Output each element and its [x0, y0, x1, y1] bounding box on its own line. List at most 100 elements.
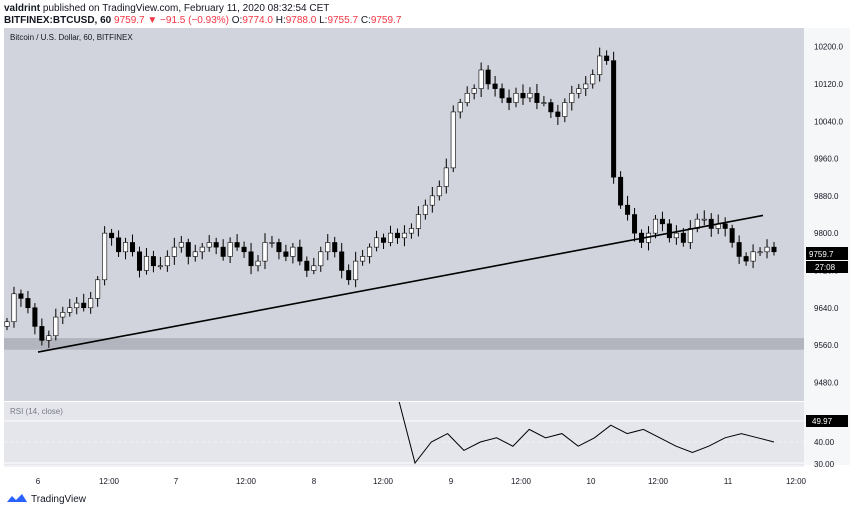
candle-body — [520, 92, 526, 99]
time-axis[interactable]: 6 12:00 7 12:00 8 12:00 9 12:00 10 12:00 11 12:00 — [36, 477, 807, 486]
candle-body — [450, 111, 456, 169]
candle-body — [311, 265, 317, 271]
candle-body — [478, 69, 484, 89]
price-axis-tick: 10040.0 — [814, 117, 843, 126]
candle-body — [325, 242, 331, 253]
candle-body — [67, 307, 73, 313]
candle-body — [206, 242, 212, 248]
candle-body — [192, 251, 198, 257]
price-axis-tick: 10120.0 — [814, 80, 843, 89]
tradingview-brand[interactable]: TradingView — [6, 493, 86, 505]
candle-body — [367, 246, 373, 257]
rsi-pane[interactable] — [4, 402, 804, 465]
candle-body — [318, 251, 324, 267]
low-label: L: — [319, 15, 328, 26]
publish-info: valdrint published on TradingView.com, F… — [4, 3, 329, 14]
support-band — [4, 338, 804, 350]
high-label: H: — [275, 15, 286, 26]
countdown-tag — [806, 261, 848, 273]
candle-body — [4, 321, 10, 327]
candle-body — [764, 246, 770, 253]
candle-body — [659, 218, 665, 225]
rsi-polyline — [398, 402, 775, 465]
candle-body — [625, 204, 631, 215]
trendline[interactable] — [37, 214, 764, 353]
candle-body — [771, 246, 777, 253]
pane-title: Bitcoin / U.S. Dollar, 60, BITFINEX — [10, 33, 133, 42]
candle-body — [618, 176, 624, 206]
author-name[interactable]: valdrint — [4, 3, 41, 14]
candle-body — [436, 186, 442, 197]
close-value: 9759.7 — [370, 15, 402, 26]
candle-body — [185, 242, 191, 257]
symbol-label: BITFINEX:BTCUSD, 60 — [4, 15, 112, 26]
candle-body — [304, 260, 310, 271]
candle-body — [673, 232, 679, 239]
time-axis-tick: 11 — [724, 477, 733, 486]
candle-body — [534, 92, 540, 103]
candle-body — [506, 97, 512, 103]
rsi-value-tag — [806, 415, 848, 427]
candle-body — [757, 251, 763, 254]
candle-body — [276, 242, 282, 253]
candle-body — [736, 242, 742, 257]
price-axis-tick: 9560.0 — [814, 341, 839, 350]
candle-body — [339, 251, 345, 271]
trendline-line[interactable] — [37, 214, 764, 353]
candle-body — [220, 246, 226, 257]
candle-body — [492, 83, 498, 89]
rsi-title: RSI (14, close) — [10, 407, 63, 416]
candle-body — [499, 88, 505, 99]
price-axis-tick: 9480.0 — [814, 378, 839, 387]
support-band-rect — [4, 338, 804, 350]
candle-body — [102, 232, 108, 281]
time-axis-tick: 12:00 — [648, 477, 669, 486]
candle-body — [157, 265, 163, 268]
candle-body — [130, 242, 136, 253]
time-axis-tick: 12:00 — [511, 477, 532, 486]
candle-body — [429, 195, 435, 206]
candle-body — [666, 223, 672, 239]
brand-label: TradingView — [31, 493, 87, 505]
candle-body — [11, 293, 17, 323]
candle-body — [32, 307, 38, 327]
candle-body — [269, 242, 275, 244]
candle-body — [74, 302, 80, 309]
candle-body — [555, 111, 561, 117]
candle-body — [116, 237, 122, 253]
candle-body — [150, 256, 156, 267]
candle-body — [332, 242, 338, 253]
candle-body — [109, 232, 115, 239]
candle-body — [374, 237, 380, 248]
countdown-label: 27:08 — [815, 263, 836, 272]
price-axis-tick: 9880.0 — [814, 192, 839, 201]
candle-body — [241, 246, 247, 253]
candle-body — [464, 92, 470, 103]
candle-body — [297, 246, 303, 262]
candle-body — [743, 256, 749, 262]
candle-body — [562, 102, 568, 117]
candle-body — [53, 316, 59, 337]
open-label: O: — [231, 15, 243, 26]
time-axis-tick: 12:00 — [99, 477, 120, 486]
candle-body — [401, 232, 407, 239]
candle-body — [527, 92, 533, 99]
candles — [4, 47, 777, 348]
candle-body — [457, 102, 463, 113]
candle-body — [143, 256, 149, 271]
candle-body — [164, 256, 170, 267]
rsi-axis-tick: 40.00 — [814, 438, 835, 447]
candle-body — [541, 102, 547, 104]
candle-body — [576, 88, 582, 94]
candle-body — [353, 260, 359, 281]
candle-body — [88, 298, 94, 309]
time-axis-tick: 6 — [36, 477, 41, 486]
price-axis-tick: 9960.0 — [814, 155, 839, 164]
time-axis-tick: 12:00 — [236, 477, 257, 486]
candle-body — [701, 218, 707, 221]
price-axis-bg[interactable] — [804, 28, 850, 465]
price-change: 9759.7 ▼ −91.5 (−0.93%) — [114, 15, 229, 26]
candle-body — [415, 214, 421, 229]
candle-body — [387, 232, 393, 243]
